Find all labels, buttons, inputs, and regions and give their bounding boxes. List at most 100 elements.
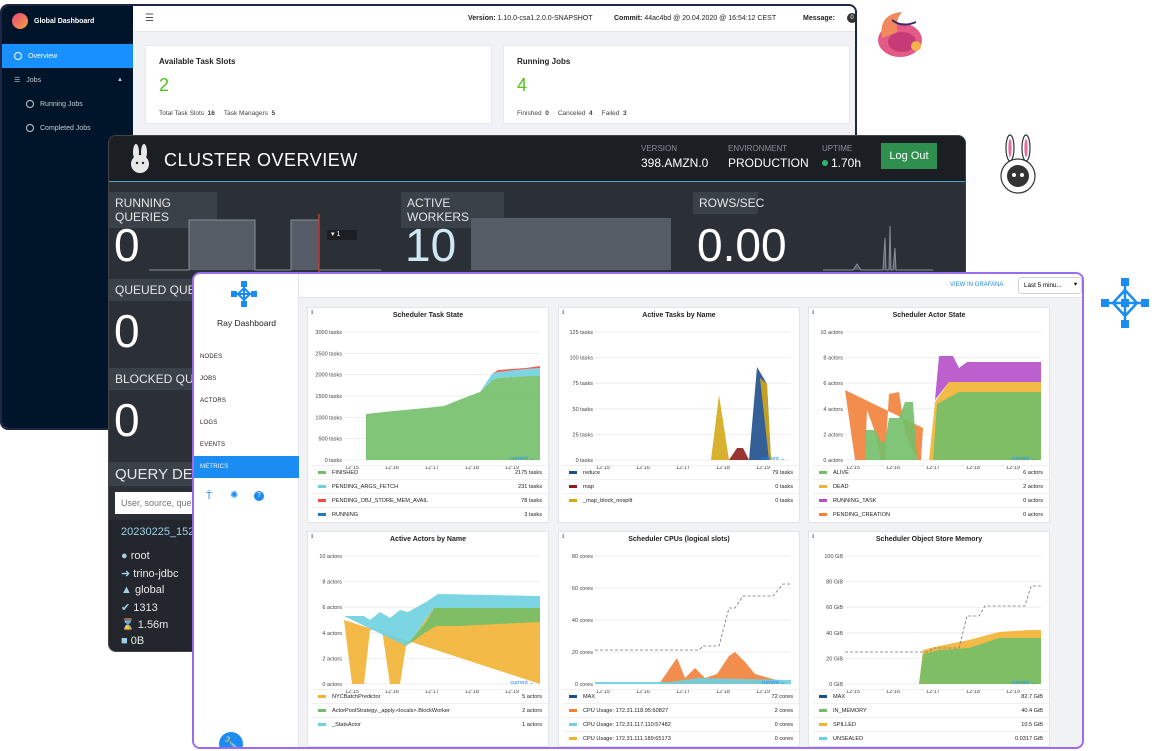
nav-events[interactable]: EVENTS [200,442,226,448]
version-label: Version: [468,15,496,22]
query-resource-group: ▲ global [121,584,164,596]
legend-swatch [318,499,326,502]
legend-item[interactable]: PENDING_OBJ_STORE_MEM_AVAIL 78 tasks [312,493,548,507]
legend-item[interactable]: ActorPoolStrategy._apply.<locals>.BlockW… [312,703,548,717]
legend-item[interactable]: UNSEALED 0.0317 GiB [813,731,1049,745]
nav-metrics[interactable]: METRICS [194,456,299,478]
legend-item[interactable]: CPU Usage: 172.31.117.110:57482 0 cores [563,717,799,731]
legend-item[interactable]: PENDING_CREATION 0 actors [813,507,1049,521]
trino-header: CLUSTER OVERVIEW VERSION 398.AMZN.0 ENVI… [109,136,965,182]
current-sort-toggle[interactable]: current ⌄ [1011,456,1035,462]
metric-panel[interactable]: ℹ Scheduler CPUs (logical slots) 80 cores 6… [558,531,800,747]
legend-name: map [583,483,594,490]
legend-item[interactable]: reduce 79 tasks [563,465,799,479]
info-icon[interactable]: ℹ [812,534,815,540]
flink-topbar: ☰ Version: 1.10.0-csa1.2.0.0-SNAPSHOT Co… [133,6,855,32]
legend-name: PENDING_OBJ_STORE_MEM_AVAIL [332,497,429,504]
wrench-icon[interactable]: 🔧 [219,732,243,747]
legend-swatch [819,513,827,516]
x-tick-label: 12:18 [465,689,479,695]
x-tick-label: 12:18 [465,465,479,471]
current-sort-toggle[interactable]: current ⌄ [1011,680,1035,686]
info-icon[interactable]: ℹ [562,310,565,316]
legend-swatch [569,499,577,502]
metric-panel[interactable]: ℹ Scheduler Object Store Memory 100 GB 80 G… [808,531,1050,747]
theme-sun-icon[interactable]: ✺ [230,490,239,501]
legend-item[interactable]: CPU Usage: 172.31.111.189:65173 0 cores [563,731,799,745]
legend-item[interactable]: map 0 tasks [563,479,799,493]
y-tick-label: 60 GiB [826,605,843,611]
panel-legend: reduce 79 tasks map 0 tasks _map_block_nospl… [563,465,799,507]
legend-item[interactable]: MAX 72 cores [563,689,799,703]
rows-sec-value: 0.00 [697,219,787,271]
nav-jobs[interactable]: JOBS [200,376,217,382]
legend-item[interactable]: CPU Usage: 172.31.118.95:60827 2 cores [563,703,799,717]
menu-fold-icon[interactable]: ☰ [145,13,154,24]
legend-item[interactable]: _StatsActor 1 actors [312,717,548,731]
query-memory-value: 0B [130,635,145,647]
legend-value: 0.0317 GiB [1015,735,1043,742]
message-badge[interactable]: 0 [847,13,855,23]
message-info[interactable]: Message: [803,15,835,22]
legend-swatch [569,709,577,712]
flink-brand[interactable]: Global Dashboard [2,6,133,36]
legend-item[interactable]: RUNNING 3 tasks [312,507,548,521]
legend-item[interactable]: MAX 82.7 GiB [813,689,1049,703]
query-source-value: trino-jdbc [133,568,179,580]
info-icon[interactable]: ℹ [562,534,565,540]
info-icon[interactable]: ℹ [812,310,815,316]
query-search-input[interactable] [115,492,199,514]
legend-item[interactable]: RUNNING_TASK 0 actors [813,493,1049,507]
info-icon[interactable]: ℹ [311,534,314,540]
query-id[interactable]: 20230225_152648 [121,526,213,538]
current-sort-toggle[interactable]: current ⌄ [761,456,785,462]
legend-item[interactable]: ALIVE 6 actors [813,465,1049,479]
time-range-value: Last 5 minu... [1024,282,1062,289]
nav-nodes[interactable]: NODES [200,354,223,360]
y-tick-label: 500 tasks [318,437,342,443]
query-card[interactable]: 20230225_152648 ● root ➜ trino-jdbc ▲ gl… [109,520,213,651]
legend-item[interactable]: PENDING_ARGS_FETCH 231 tasks [312,479,548,493]
legend-item[interactable]: SPILLED 10.5 GiB [813,717,1049,731]
legend-item[interactable]: FINISHED 2175 tasks [312,465,548,479]
metric-panel[interactable]: ℹ Active Tasks by Name 125 tasks 100 tasks 7… [558,307,800,523]
x-tick-label: 12:19 [505,465,519,471]
series-area [845,390,923,460]
task-slots-stats: Total Task Slots 16 Task Managers 5 [159,110,275,117]
legend-name: ALIVE [833,469,849,476]
info-icon[interactable]: ℹ [311,310,314,316]
series-area [464,368,540,398]
current-sort-toggle[interactable]: current ⌄ [510,456,534,462]
nav-actors[interactable]: ACTORS [200,398,227,404]
legend-item[interactable]: _map_block_nosplit 0 tasks [563,493,799,507]
nav-completed-jobs[interactable]: Completed Jobs [2,116,133,140]
view-in-grafana-link[interactable]: VIEW IN GRAFANA [950,282,1004,288]
text-size-icon[interactable]: T̄ [206,491,213,502]
nav-jobs[interactable]: ☰ Jobs ▲ [2,68,133,92]
legend-item[interactable]: NYCBatchPredictor 5 actors [312,689,548,703]
help-icon[interactable]: ? [254,491,264,501]
time-range-select[interactable]: Last 5 minu... ▾ [1018,277,1082,294]
metric-panel[interactable]: ℹ Active Actors by Name 10 actors 8 actors 6… [307,531,549,747]
panel-legend: ALIVE 6 actors DEAD 2 actors RUNNING_TASK 0 a… [813,465,1049,521]
dashboard-icon [14,52,22,60]
legend-item[interactable]: IN_MEMORY 40.4 GiB [813,703,1049,717]
current-sort-toggle[interactable]: current ⌄ [761,680,785,686]
running-queries-value: 0 [114,219,140,271]
legend-value: 231 tasks [518,483,542,490]
current-sort-toggle[interactable]: current ⌄ [510,680,534,686]
nav-logs[interactable]: LOGS [200,420,218,426]
nav-overview[interactable]: Overview [2,44,133,68]
failed-value: 3 [622,110,627,117]
panel-title: Active Actors by Name [390,536,466,543]
task-slots-card: Available Task Slots 2 Total Task Slots … [145,45,492,124]
logout-button[interactable]: Log Out [881,143,937,169]
y-tick-label: 125 tasks [569,330,593,336]
metric-panel[interactable]: ℹ Scheduler Task State 3000 tasks 2500 task… [307,307,549,523]
nav-running-jobs[interactable]: Running Jobs [2,92,133,116]
panel-chart: 10 actors 8 actors 6 actors 4 actors 2 actor… [820,330,1041,471]
legend-name: RUNNING_TASK [833,497,877,504]
y-tick-label: 4 actors [322,631,342,637]
legend-item[interactable]: DEAD 2 actors [813,479,1049,493]
metric-panel[interactable]: ℹ Scheduler Actor State 10 actors 8 actors 6… [808,307,1050,523]
